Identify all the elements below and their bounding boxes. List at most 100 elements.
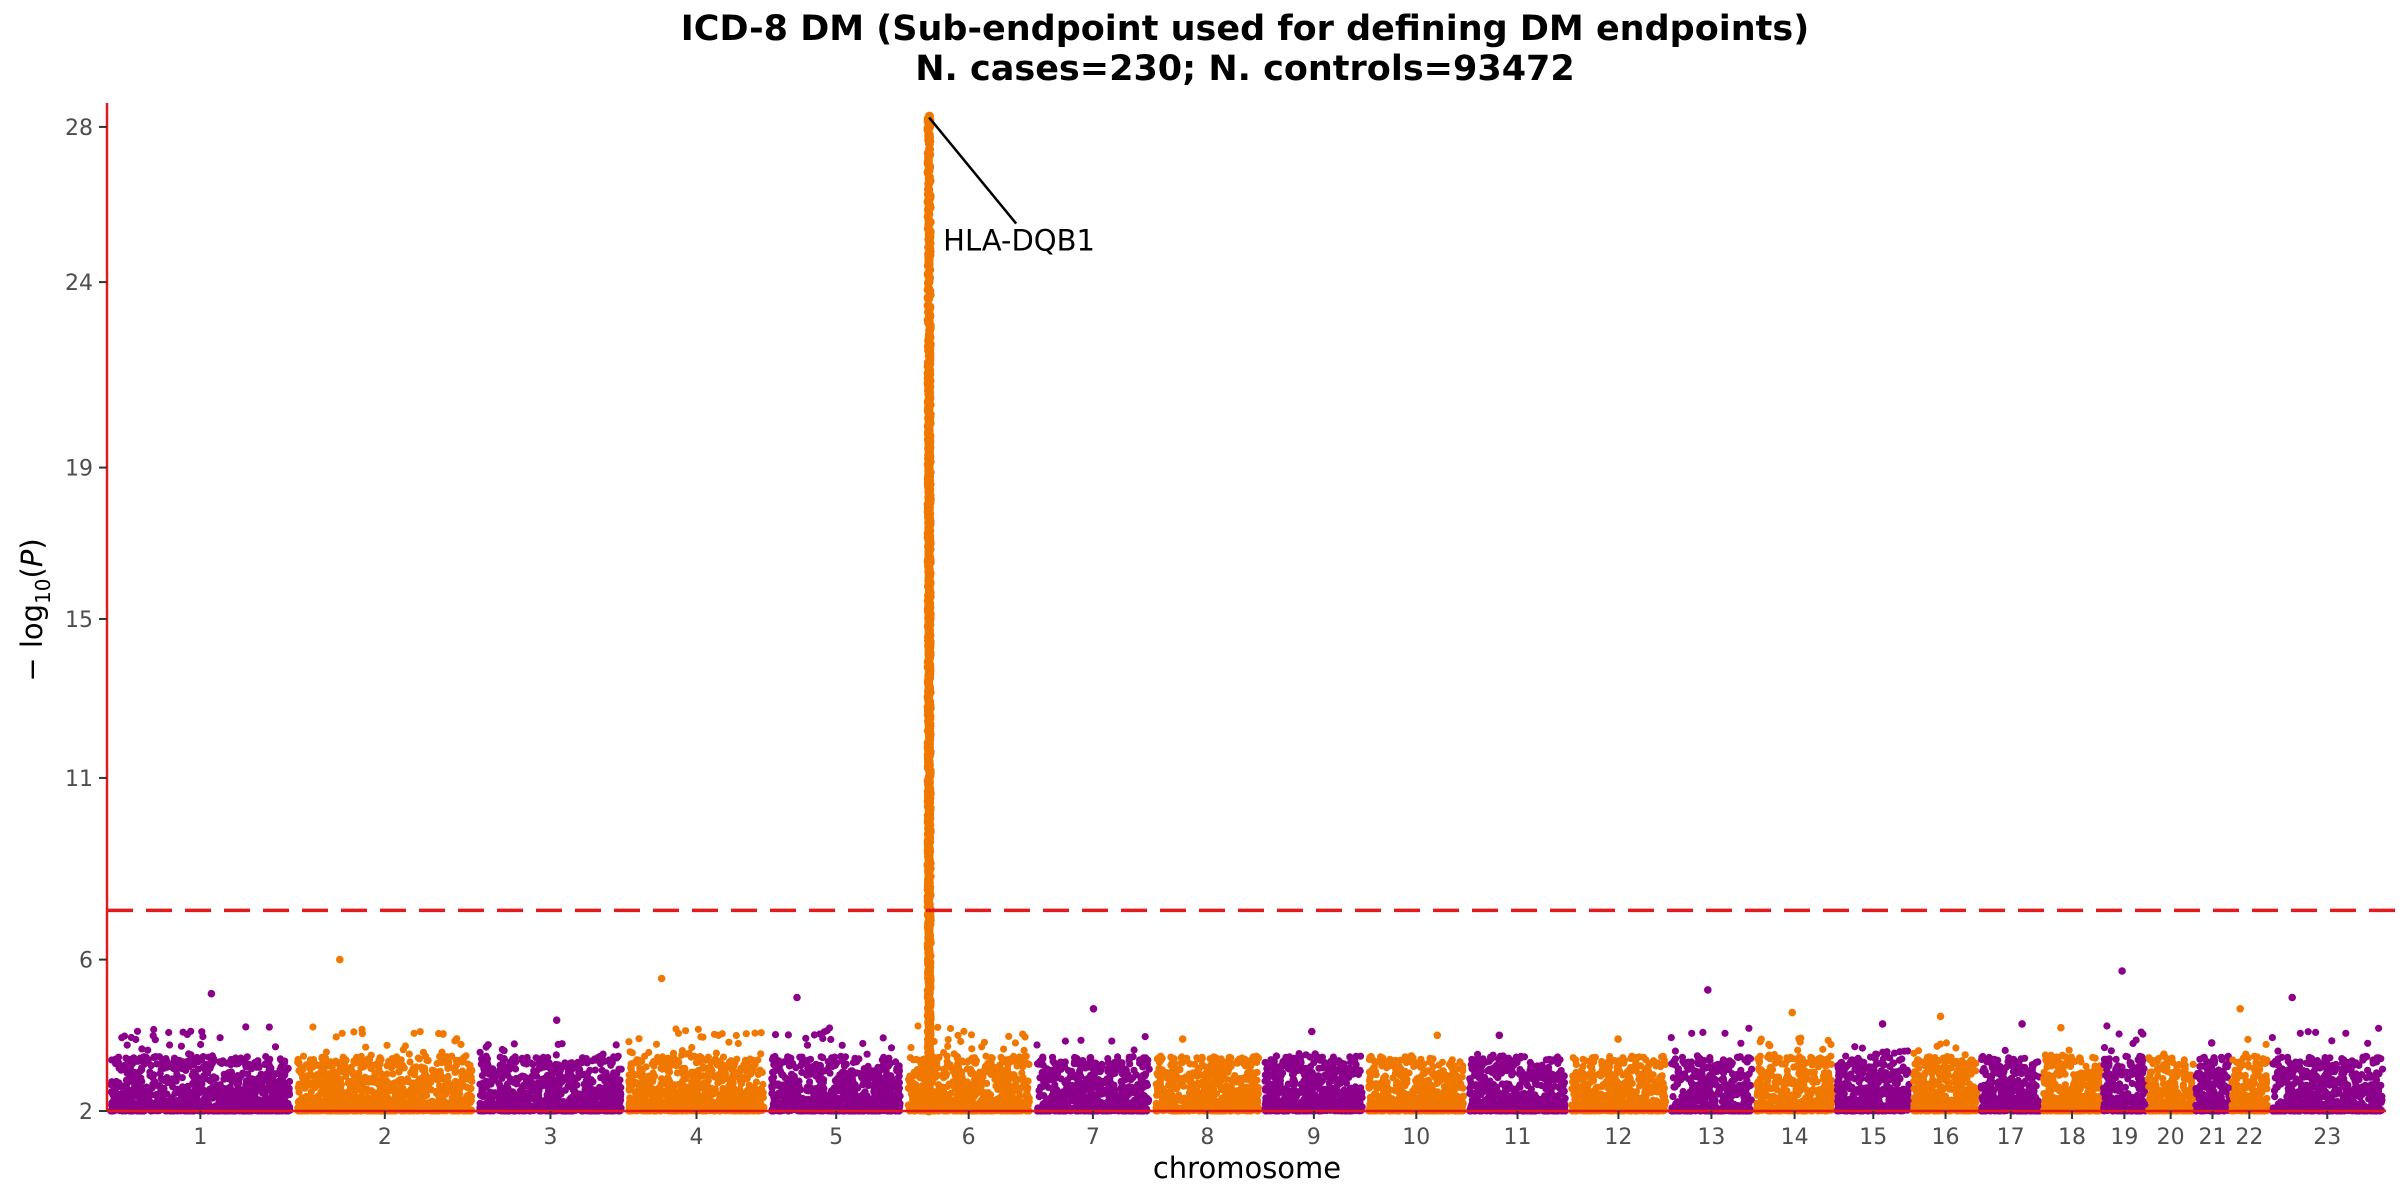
snp-point (733, 1055, 741, 1063)
snp-point (299, 1074, 307, 1082)
snp-point (731, 1073, 739, 1082)
snp-point (280, 1103, 288, 1111)
snp-point (831, 1059, 840, 1067)
snp-point (668, 1094, 676, 1102)
snp-point (123, 1084, 131, 1093)
snp-point (452, 1067, 460, 1076)
snp-point (123, 1041, 131, 1049)
snp-point (510, 1040, 518, 1048)
snp-point (548, 1073, 556, 1081)
snp-point (365, 1078, 373, 1086)
snp-point (309, 1023, 317, 1031)
snp-point (160, 1084, 168, 1093)
snp-point (478, 1071, 486, 1080)
snp-point (301, 1084, 309, 1092)
snp-point (197, 1040, 205, 1049)
snp-point (383, 1080, 391, 1088)
snp-point (701, 1056, 709, 1064)
snp-point (813, 1086, 821, 1094)
snp-point (350, 1028, 358, 1036)
snp-point (197, 1088, 205, 1096)
snp-point (204, 1091, 212, 1099)
chart-subtitle: N. cases=230; N. controls=93472 (915, 49, 1575, 89)
snp-point (690, 1052, 699, 1060)
snp-point (499, 1103, 507, 1111)
snp-point (674, 1029, 683, 1037)
snp-point (405, 1078, 413, 1086)
snp-point (839, 1094, 848, 1102)
snp-point (342, 1072, 350, 1080)
snp-point (123, 1102, 131, 1110)
snp-point (229, 1094, 237, 1102)
snp-point (338, 1029, 346, 1037)
snp-point (610, 1071, 618, 1079)
snp-point (410, 1068, 418, 1076)
snp-point (206, 1064, 214, 1072)
snp-point (136, 1067, 144, 1076)
snp-point (579, 1054, 587, 1062)
snp-point (968, 1045, 976, 1053)
snp-point (769, 1079, 778, 1087)
chromosome-5-points (768, 993, 904, 1115)
snp-point (512, 1074, 520, 1083)
snp-point (636, 1064, 644, 1072)
snp-point (504, 1084, 512, 1092)
snp-point (870, 1070, 879, 1078)
snp-point (652, 1040, 661, 1048)
snp-point (496, 1053, 504, 1061)
snp-point (307, 1063, 315, 1071)
snp-point (946, 1024, 955, 1033)
snp-point (187, 1051, 195, 1059)
snp-point (133, 1081, 141, 1089)
snp-point (894, 1087, 903, 1096)
snp-point (704, 1069, 712, 1077)
snp-point (613, 1090, 621, 1098)
snp-point (640, 1102, 648, 1110)
snp-point (216, 1034, 224, 1042)
snp-point (572, 1089, 580, 1097)
snp-point (664, 1067, 672, 1075)
snp-point (688, 1085, 696, 1093)
snp-point (358, 1025, 366, 1033)
snp-point (421, 1091, 429, 1099)
snp-point (588, 1057, 596, 1065)
snp-point (146, 1072, 154, 1080)
snp-point (944, 1042, 952, 1050)
snp-point (617, 1084, 625, 1092)
snp-point (672, 1062, 681, 1070)
snp-point (816, 1030, 824, 1038)
snp-point (459, 1054, 468, 1062)
chromosome-4-points (625, 974, 768, 1115)
snp-point (466, 1092, 474, 1100)
snp-point (743, 1063, 751, 1071)
snp-point (155, 1090, 164, 1098)
snp-point (586, 1066, 594, 1074)
snp-point (308, 1098, 317, 1106)
snp-point (416, 1028, 424, 1036)
snp-point (625, 1071, 633, 1079)
snp-point (1000, 1045, 1008, 1053)
snp-point (377, 1056, 385, 1064)
snp-point (177, 1042, 185, 1050)
snp-point (210, 1055, 218, 1063)
snp-point (271, 1070, 279, 1078)
snp-point (552, 1060, 560, 1069)
snp-point (547, 1080, 555, 1088)
snp-point (679, 1077, 687, 1085)
snp-point (572, 1075, 580, 1083)
snp-point (157, 1065, 165, 1074)
snp-point (684, 1098, 692, 1106)
snp-point (151, 1036, 159, 1044)
snp-point (682, 1050, 690, 1058)
snp-point (717, 1063, 725, 1071)
snp-point (1017, 1061, 1026, 1069)
snp-point (271, 1043, 280, 1051)
snp-point (236, 1088, 244, 1096)
snp-point (769, 1068, 777, 1076)
snp-point (133, 1027, 142, 1035)
snp-point (837, 1052, 845, 1060)
snp-point (424, 1056, 432, 1064)
snp-point (358, 1097, 366, 1105)
snp-point (371, 1069, 379, 1077)
snp-point (465, 1061, 474, 1069)
